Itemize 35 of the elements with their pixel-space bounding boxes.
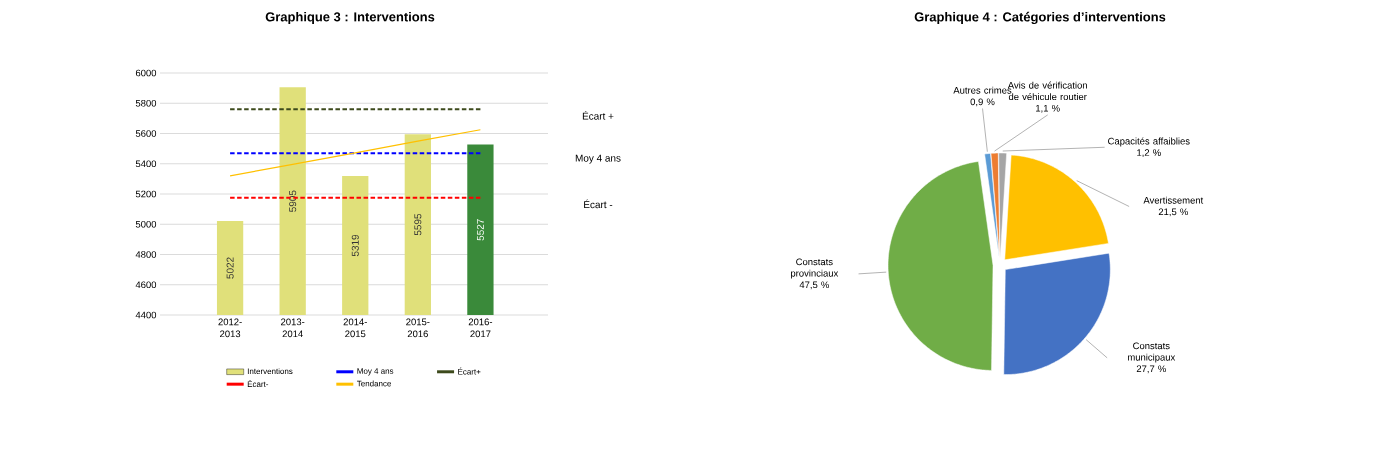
y-tick-label: 4600 (135, 281, 157, 289)
text: Écart + (582, 110, 614, 120)
text: Écart - (584, 199, 613, 209)
data-label: 5022 (226, 257, 234, 279)
slice-label: Constats provinciaux (791, 258, 839, 279)
data-label: 5905 (289, 190, 297, 212)
slice-label: Capacités affaiblies (1108, 137, 1190, 147)
x-tick-label: 2015-2016 (406, 318, 430, 338)
chart-title: Graphique 3 : Interventions (265, 11, 435, 25)
y-tick-label: 5600 (135, 130, 157, 137)
x-tick-label: 2016-2017 (468, 318, 493, 338)
chart-title: Graphique 4 : Catégories d’interventions (914, 11, 1166, 25)
data-label: 1,2 % (1137, 149, 1161, 158)
y-tick-label: 6000 (135, 69, 157, 77)
slice-label: Constats municipaux (1128, 342, 1176, 363)
slice-label: Avertissement (1143, 196, 1204, 204)
data-label: 5527 (476, 219, 484, 241)
y-tick-label: 4400 (135, 311, 157, 319)
y-tick-label: 5800 (135, 99, 157, 107)
line-series (229, 129, 482, 177)
y-tick-label: 5400 (135, 160, 157, 168)
data-label: 5595 (414, 213, 422, 236)
x-tick-label: 2014-2015 (343, 318, 367, 338)
x-tick-label: 2012-2013 (218, 318, 242, 338)
data-label: 1,1 % (1036, 104, 1060, 113)
data-label: 5319 (351, 234, 359, 257)
y-tick-label: 5200 (135, 190, 157, 198)
data-label: 27,7 % (1136, 365, 1166, 374)
data-label: 47,5 % (799, 281, 829, 290)
data-label: 0,9 % (970, 98, 995, 107)
text: Moy 4 ans (575, 154, 621, 164)
y-tick-label: 5000 (135, 220, 157, 228)
y-tick-label: 4800 (135, 251, 157, 258)
data-label: 21,5 % (1158, 208, 1188, 217)
x-tick-label: 2013-2014 (281, 318, 305, 338)
